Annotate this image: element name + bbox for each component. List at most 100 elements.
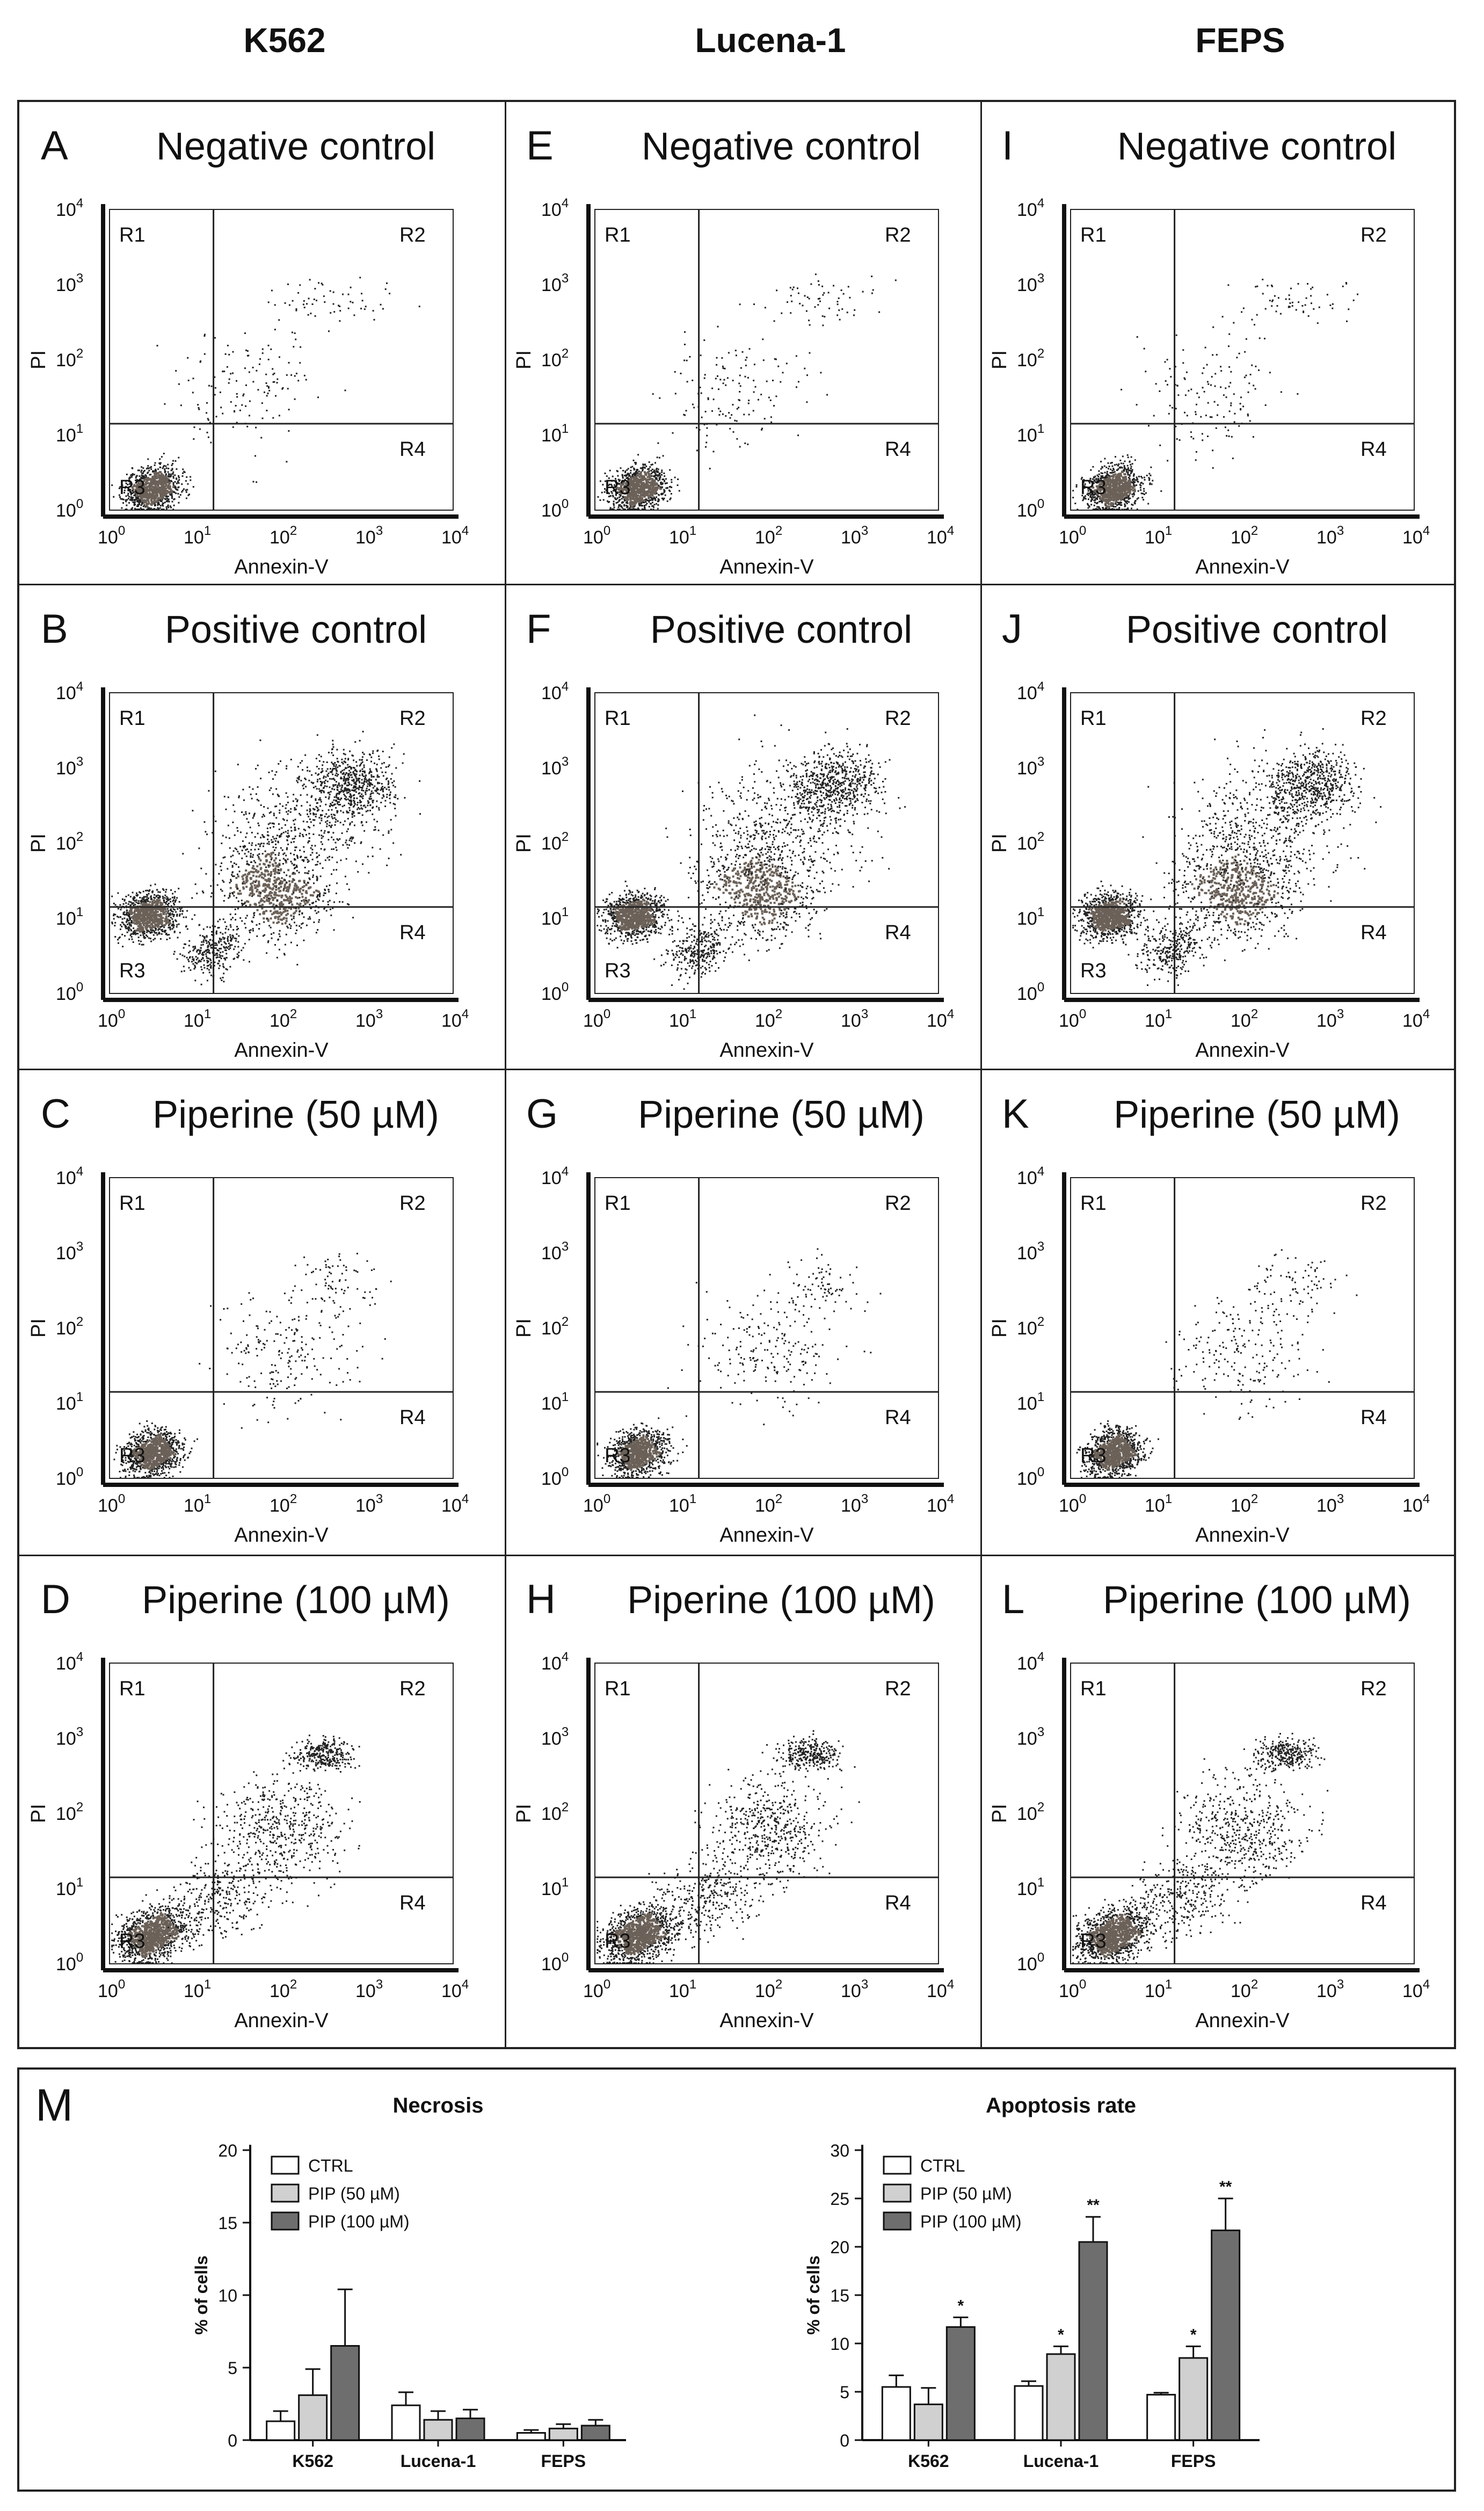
x-axis-label: Annexin-V (234, 556, 329, 578)
x-tick-label: 100 (1059, 1492, 1086, 1516)
y-tick-label: 104 (1017, 1650, 1044, 1674)
panel-title: Piperine (100 µM) (100, 1578, 492, 1622)
panel-letter: F (526, 606, 551, 652)
y-tick-label: 104 (56, 196, 83, 220)
quadrant-label: R1 (605, 1192, 631, 1215)
chart-title: Apoptosis rate (986, 2094, 1136, 2117)
y-axis-label: PI (513, 350, 535, 369)
y-axis-label: PI (513, 1318, 535, 1338)
y-tick-label: 20 (830, 2238, 849, 2257)
legend-label: PIP (50 µM) (920, 2184, 1012, 2203)
x-axis-label: Annexin-V (1195, 2009, 1290, 2032)
x-tick-label: 104 (1402, 1492, 1430, 1516)
legend-swatch (883, 2211, 912, 2231)
panel-title: Positive control (585, 608, 977, 652)
quadrant-label: R4 (1361, 1892, 1387, 1914)
quadrant-label: R2 (885, 1192, 911, 1215)
quadrant-label: R4 (885, 921, 911, 944)
x-tick-label: 103 (841, 524, 868, 548)
bar (516, 2432, 546, 2441)
flow-plot: R1 R2 R3 R4 100 100 101 101 102 102 103 103 104 104 An… (988, 1164, 1430, 1547)
x-tick-label: 104 (927, 1007, 954, 1031)
panel-letter: A (41, 122, 68, 169)
y-tick-label: 100 (1017, 497, 1044, 521)
quadrant-label: R3 (119, 1445, 146, 1467)
quadrant-label: R3 (119, 960, 146, 982)
x-tick-label: 102 (1231, 524, 1258, 548)
quadrant-label: R2 (885, 707, 911, 730)
grid-divider (980, 102, 982, 2047)
y-tick-label: 102 (1017, 830, 1044, 854)
x-tick-label: 102 (1231, 1492, 1258, 1516)
y-tick-label: 103 (541, 1239, 569, 1264)
y-tick-label: 101 (541, 422, 569, 446)
y-tick-label: 103 (541, 271, 569, 295)
y-tick-label: 100 (56, 1950, 83, 1975)
y-axis-label: PI (988, 833, 1011, 853)
quadrant-label: R4 (399, 438, 426, 461)
quadrant-label: R4 (1361, 921, 1387, 944)
bar (455, 2418, 485, 2441)
x-tick-label: 102 (1231, 1977, 1258, 2001)
bar (1014, 2385, 1044, 2441)
y-tick-label: 100 (56, 1465, 83, 1489)
y-tick-label: 101 (56, 905, 83, 929)
x-tick-label: K562 (908, 2451, 949, 2471)
flow-panel: F Positive control R1 R2 R3 R4 100 100 101 101 102… (505, 585, 983, 1072)
quadrant-label: R3 (605, 960, 631, 982)
y-tick-label: 5 (840, 2383, 849, 2402)
grid-divider (19, 584, 1454, 585)
x-tick-label: 101 (184, 1492, 211, 1516)
x-tick-label: 100 (583, 1007, 610, 1031)
flow-plot: R1 R2 R3 R4 100 100 101 101 102 102 103 103 104 104 An… (988, 1650, 1430, 2032)
x-tick-label: 103 (355, 1007, 383, 1031)
x-tick-label: 104 (441, 1492, 469, 1516)
y-axis-label: PI (513, 833, 535, 853)
panel-title: Negative control (1061, 125, 1453, 169)
panel-title: Piperine (50 µM) (100, 1093, 492, 1137)
quadrant-label: R1 (1080, 1678, 1107, 1700)
significance-marker: ** (1219, 2178, 1232, 2196)
x-tick-label: 103 (355, 524, 383, 548)
flow-plot: R1 R2 R3 R4 100 100 101 101 102 102 103 103 104 104 An… (27, 1650, 469, 2032)
flow-plot: R1 R2 R3 R4 100 100 101 101 102 102 103 103 104 104 An… (27, 196, 469, 578)
chart-title: Necrosis (393, 2094, 484, 2117)
x-tick-label: 102 (270, 1977, 297, 2001)
quadrant-label: R3 (605, 1930, 631, 1953)
y-tick-label: 102 (56, 1315, 83, 1339)
x-tick-label: 101 (184, 1977, 211, 2001)
quadrant-label: R3 (1080, 960, 1107, 982)
quadrant-label: R1 (119, 1678, 146, 1700)
quadrant-label: R3 (1080, 1445, 1107, 1467)
quadrant-label: R1 (119, 707, 146, 730)
y-tick-label: 102 (1017, 1800, 1044, 1824)
y-axis-label: PI (27, 833, 50, 853)
x-axis-label: Annexin-V (234, 1039, 329, 1062)
panel-title: Positive control (1061, 608, 1453, 652)
panel-letter: L (1002, 1576, 1024, 1623)
x-tick-label: 102 (270, 1492, 297, 1516)
x-tick-label: 100 (583, 1492, 610, 1516)
y-axis-label: % of cells (804, 2255, 823, 2335)
y-tick-label: 101 (1017, 1875, 1044, 1899)
y-tick-label: 101 (541, 1390, 569, 1414)
y-tick-label: 101 (1017, 422, 1044, 446)
scatter-points (1072, 279, 1358, 511)
y-tick-label: 103 (1017, 1725, 1044, 1749)
panel-title: Piperine (100 µM) (1061, 1578, 1453, 1622)
x-tick-label: 104 (441, 1007, 469, 1031)
quadrant-label: R3 (119, 476, 146, 499)
flow-plot: R1 R2 R3 R4 100 100 101 101 102 102 103 103 104 104 An… (27, 1164, 469, 1547)
x-tick-label: 101 (184, 1007, 211, 1031)
legend-label: PIP (100 µM) (308, 2212, 410, 2231)
necrosis-chart: Necrosis 0 5 10 15 20 % of cells K562 Lucena-1 FE… (192, 2094, 626, 2471)
x-tick-label: 103 (841, 1492, 868, 1516)
y-tick-label: 104 (56, 679, 83, 703)
x-axis-label: Annexin-V (719, 2009, 814, 2032)
x-tick-label: 104 (441, 524, 469, 548)
legend-swatch (271, 2183, 300, 2203)
y-tick-label: 104 (56, 1650, 83, 1674)
y-tick-label: 100 (1017, 980, 1044, 1004)
x-tick-label: 104 (1402, 1977, 1430, 2001)
y-tick-label: 5 (228, 2358, 237, 2378)
